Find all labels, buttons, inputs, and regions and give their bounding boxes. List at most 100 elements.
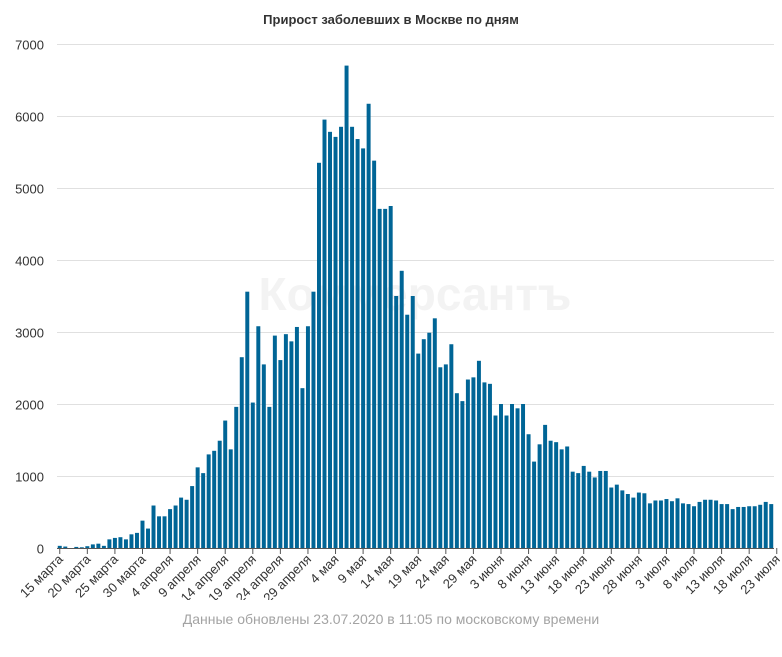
y-axis: 0 1000 2000 3000 4000 5000 6000 7000 bbox=[15, 38, 44, 557]
bar bbox=[559, 449, 564, 548]
bar bbox=[636, 492, 641, 548]
bar bbox=[101, 545, 106, 548]
bar bbox=[675, 498, 680, 548]
bar bbox=[289, 341, 294, 548]
bar bbox=[134, 532, 139, 548]
y-tick-label: 1000 bbox=[15, 470, 44, 485]
bar-chart: Коммерсантъ 0 1000 2000 3000 4000 5000 6000 700… bbox=[15, 38, 782, 601]
bar bbox=[212, 450, 217, 548]
bar bbox=[647, 503, 652, 548]
bar bbox=[658, 500, 663, 548]
gridlines bbox=[57, 44, 774, 477]
bar bbox=[168, 509, 173, 548]
y-tick-label: 3000 bbox=[15, 326, 44, 341]
bar bbox=[620, 490, 625, 548]
bar bbox=[250, 402, 255, 548]
bar bbox=[234, 406, 239, 548]
bar bbox=[261, 364, 266, 548]
bar bbox=[79, 547, 84, 548]
bar bbox=[460, 401, 465, 548]
bar bbox=[741, 506, 746, 548]
bar bbox=[305, 326, 310, 548]
bar bbox=[256, 326, 261, 548]
bar bbox=[565, 446, 570, 548]
bar bbox=[504, 415, 509, 548]
bar bbox=[300, 388, 305, 548]
bar bbox=[179, 497, 184, 548]
bar bbox=[554, 442, 559, 548]
bar bbox=[526, 434, 531, 548]
bar bbox=[107, 539, 112, 548]
bar bbox=[129, 534, 134, 548]
bar bbox=[548, 440, 553, 548]
bar bbox=[708, 499, 713, 548]
y-tick-label: 7000 bbox=[15, 38, 44, 53]
update-note: Данные обновлены 23.07.2020 в 11:05 по м… bbox=[182, 611, 600, 627]
bar bbox=[217, 440, 222, 548]
bar bbox=[173, 505, 178, 548]
bar bbox=[421, 339, 426, 548]
bar bbox=[747, 506, 752, 548]
bar bbox=[355, 139, 360, 549]
bar bbox=[609, 487, 614, 548]
bar bbox=[697, 501, 702, 548]
bar bbox=[487, 383, 492, 548]
bar bbox=[74, 546, 79, 548]
bar bbox=[96, 543, 101, 548]
bar bbox=[576, 473, 581, 548]
watermark: Коммерсантъ bbox=[259, 268, 572, 320]
bar bbox=[328, 131, 332, 548]
bar bbox=[90, 544, 95, 548]
bar bbox=[625, 494, 630, 548]
bar bbox=[223, 420, 228, 548]
bar bbox=[339, 126, 344, 549]
bar bbox=[228, 449, 233, 548]
bar bbox=[449, 344, 454, 548]
bar bbox=[653, 500, 658, 548]
bar bbox=[383, 208, 388, 548]
bar bbox=[598, 470, 603, 548]
bar bbox=[195, 467, 200, 548]
y-tick-label: 5000 bbox=[15, 182, 44, 197]
bar bbox=[725, 504, 730, 548]
bar bbox=[510, 404, 514, 548]
bar bbox=[157, 516, 162, 548]
bar bbox=[190, 486, 195, 548]
bar bbox=[543, 424, 548, 548]
y-tick-label: 6000 bbox=[15, 110, 44, 125]
bar bbox=[719, 504, 724, 548]
bar bbox=[664, 499, 669, 548]
bar bbox=[140, 520, 145, 548]
bar bbox=[272, 335, 277, 548]
bar bbox=[587, 471, 592, 548]
bar bbox=[515, 408, 520, 548]
bar bbox=[471, 377, 476, 548]
bar bbox=[631, 497, 636, 548]
bar bbox=[499, 404, 503, 548]
y-tick-label: 4000 bbox=[15, 254, 44, 269]
bar bbox=[372, 160, 377, 548]
bar bbox=[736, 506, 741, 548]
bar bbox=[151, 505, 156, 548]
bar bbox=[388, 206, 393, 548]
bar bbox=[85, 546, 90, 548]
bar bbox=[201, 473, 206, 548]
bar bbox=[692, 506, 697, 548]
chart-title: Прирост заболевших в Москве по дням bbox=[263, 12, 519, 27]
bar bbox=[703, 499, 708, 548]
bar bbox=[333, 136, 338, 548]
bar bbox=[350, 126, 355, 549]
bar bbox=[405, 314, 410, 548]
bar bbox=[317, 162, 321, 549]
bar bbox=[763, 501, 768, 548]
y-tick-label: 0 bbox=[37, 542, 44, 557]
bar bbox=[146, 528, 150, 548]
bar bbox=[669, 501, 674, 548]
y-tick-label: 2000 bbox=[15, 398, 44, 413]
bar bbox=[57, 545, 62, 548]
bar bbox=[603, 470, 608, 548]
bar bbox=[162, 516, 167, 548]
bar bbox=[361, 148, 366, 548]
bar bbox=[592, 477, 597, 548]
bar bbox=[394, 296, 399, 548]
